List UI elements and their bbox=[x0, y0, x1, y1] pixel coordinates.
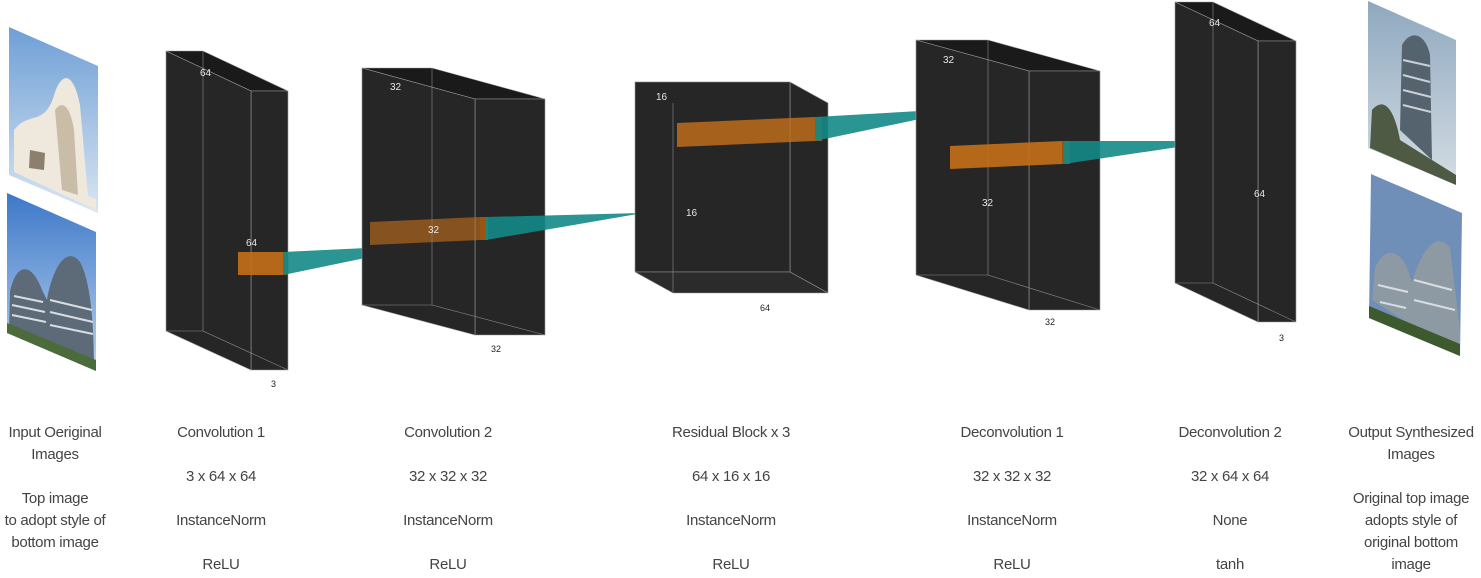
input-title-line1: Input Oeriginal bbox=[8, 424, 102, 441]
deconv1-activation: ReLU bbox=[993, 556, 1031, 573]
output-title-line1: Output Synthesized bbox=[1348, 424, 1474, 441]
deconv1-shape: 32 x 32 x 32 bbox=[972, 468, 1052, 485]
conv2-norm: InstanceNorm bbox=[403, 512, 493, 529]
residual-shape: 64 x 16 x 16 bbox=[691, 468, 771, 485]
deconv2-depth-label: 64 bbox=[1254, 189, 1266, 200]
conv2-caption: Convolution 2 32 x 32 x 32 InstanceNorm … bbox=[373, 422, 523, 576]
deconv1-height-label: 32 bbox=[943, 55, 955, 66]
residual-activation: ReLU bbox=[712, 556, 750, 573]
deconv2-caption: Deconvolution 2 32 x 64 x 64 None tanh bbox=[1155, 422, 1305, 576]
deconv2-title: Deconvolution 2 bbox=[1178, 424, 1282, 441]
residual-depth-label: 16 bbox=[686, 208, 698, 219]
output-bottom-image bbox=[1369, 174, 1462, 356]
deconv1-depth-label: 32 bbox=[982, 198, 994, 209]
conv2-projection bbox=[486, 213, 643, 240]
deconv2-norm: None bbox=[1212, 512, 1248, 529]
conv1-kernel-label: 64 bbox=[246, 238, 258, 249]
conv2-title: Convolution 2 bbox=[404, 424, 492, 441]
output-desc-line1: Original top image bbox=[1352, 490, 1470, 507]
conv1-activation: ReLU bbox=[202, 556, 240, 573]
conv1-width-label: 3 bbox=[271, 379, 276, 389]
output-top-image bbox=[1368, 1, 1456, 185]
output-desc-line2: adopts style of bbox=[1364, 512, 1458, 529]
conv1-title: Convolution 1 bbox=[177, 424, 265, 441]
conv2-shape: 32 x 32 x 32 bbox=[408, 468, 488, 485]
input-desc-line2: to adopt style of bbox=[4, 512, 106, 529]
output-desc-line3: original bottom bbox=[1364, 534, 1458, 551]
conv1-block: 64 64 3 bbox=[165, 50, 289, 389]
conv1-caption: Convolution 1 3 x 64 x 64 InstanceNorm R… bbox=[146, 422, 296, 576]
conv2-height-label: 32 bbox=[390, 82, 402, 93]
conv2-block: 32 32 32 bbox=[361, 67, 546, 354]
deconv1-width-label: 32 bbox=[1045, 317, 1055, 327]
input-caption: Input Oeriginal Images Top image to adop… bbox=[0, 422, 130, 554]
deconv2-activation: tanh bbox=[1216, 556, 1244, 573]
conv1-norm: InstanceNorm bbox=[176, 512, 266, 529]
input-top-image bbox=[9, 27, 98, 213]
deconv1-block: 32 32 32 bbox=[915, 39, 1101, 327]
conv2-kernel-label: 32 bbox=[428, 225, 440, 236]
deconv2-shape: 32 x 64 x 64 bbox=[1190, 468, 1270, 485]
residual-block: 16 16 64 bbox=[634, 81, 829, 313]
deconv1-title: Deconvolution 1 bbox=[960, 424, 1064, 441]
deconv2-width-label: 3 bbox=[1279, 333, 1284, 343]
conv1-shape: 3 x 64 x 64 bbox=[185, 468, 257, 485]
deconv2-block: 64 64 3 bbox=[1174, 1, 1297, 343]
output-caption: Output Synthesized Images Original top i… bbox=[1336, 422, 1481, 576]
deconv1-norm: InstanceNorm bbox=[967, 512, 1057, 529]
deconv1-caption: Deconvolution 1 32 x 32 x 32 InstanceNor… bbox=[937, 422, 1087, 576]
residual-caption: Residual Block x 3 64 x 16 x 16 Instance… bbox=[656, 422, 806, 576]
deconv2-height-label: 64 bbox=[1209, 18, 1221, 29]
output-title-line2: Images bbox=[1387, 446, 1435, 463]
conv2-activation: ReLU bbox=[429, 556, 467, 573]
residual-norm: InstanceNorm bbox=[686, 512, 776, 529]
residual-height-label: 16 bbox=[656, 92, 668, 103]
input-bottom-image bbox=[7, 193, 96, 371]
conv2-width-label: 32 bbox=[491, 344, 501, 354]
residual-width-label: 64 bbox=[760, 303, 770, 313]
input-title-line2: Images bbox=[31, 446, 79, 463]
conv1-height-label: 64 bbox=[200, 68, 212, 79]
residual-title: Residual Block x 3 bbox=[672, 424, 790, 441]
output-desc-line4: image bbox=[1391, 556, 1431, 573]
input-desc-line3: bottom image bbox=[11, 534, 99, 551]
input-desc-line1: Top image bbox=[21, 490, 89, 507]
